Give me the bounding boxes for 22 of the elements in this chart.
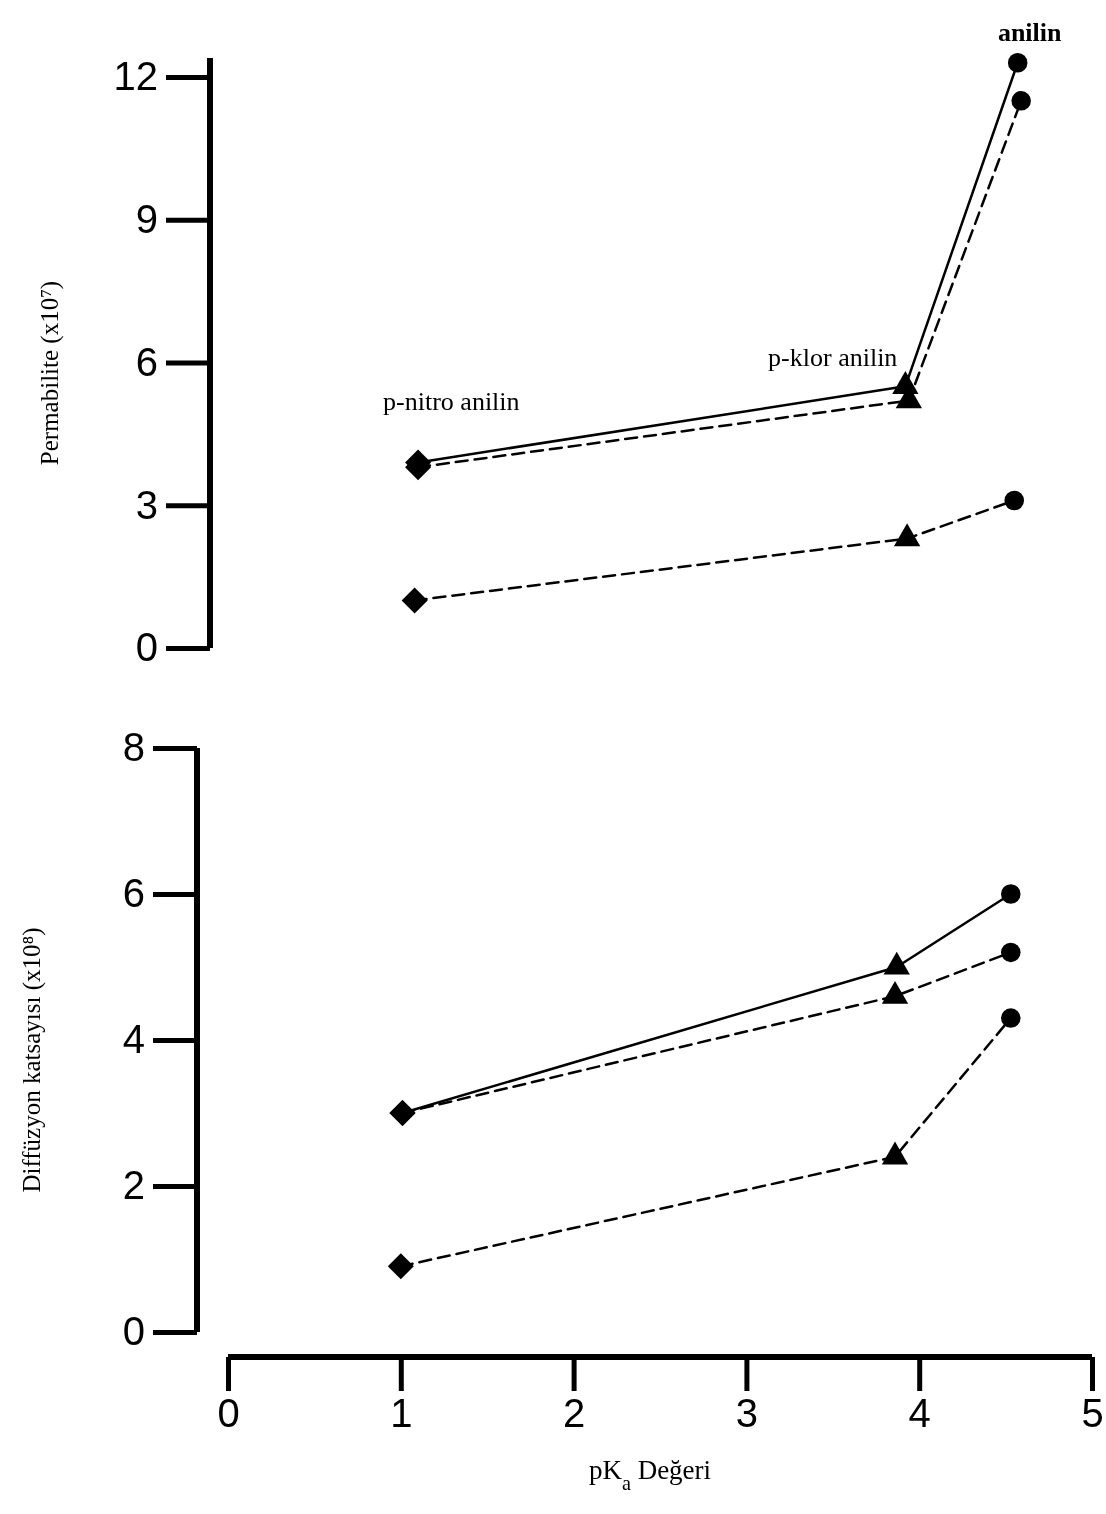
y-tick-label: 0 <box>135 625 158 670</box>
y-tick-label: 4 <box>122 1017 145 1062</box>
y-tick-label: 12 <box>113 54 158 99</box>
y-tick-label: 2 <box>122 1163 145 1208</box>
x-tick-label: 2 <box>562 1391 586 1436</box>
x-tick-label: 0 <box>217 1391 240 1436</box>
annotation: anilin <box>997 17 1063 47</box>
y-tick-label: 8 <box>122 725 145 770</box>
y-tick-label: 3 <box>135 482 158 527</box>
y-tick-label: 0 <box>122 1309 145 1354</box>
annotation: p-nitro anilin <box>383 387 520 417</box>
y-axis-title: Diffüzyon katsayısı (x10⁸) <box>18 927 46 1193</box>
annotation: p-klor anilin <box>768 343 898 373</box>
y-tick-label: 9 <box>135 197 158 242</box>
x-tick-label: 5 <box>1081 1391 1104 1436</box>
x-tick-label: 3 <box>735 1391 759 1436</box>
y-axis-title: Permabilite (x10⁷) <box>36 280 64 466</box>
x-tick-label: 4 <box>908 1391 931 1436</box>
y-tick-label: 6 <box>122 871 145 916</box>
x-axis-title: pK$_{a}$ Değeri <box>588 1455 712 1494</box>
x-tick-label: 1 <box>390 1391 413 1436</box>
y-tick-label: 6 <box>135 339 158 384</box>
